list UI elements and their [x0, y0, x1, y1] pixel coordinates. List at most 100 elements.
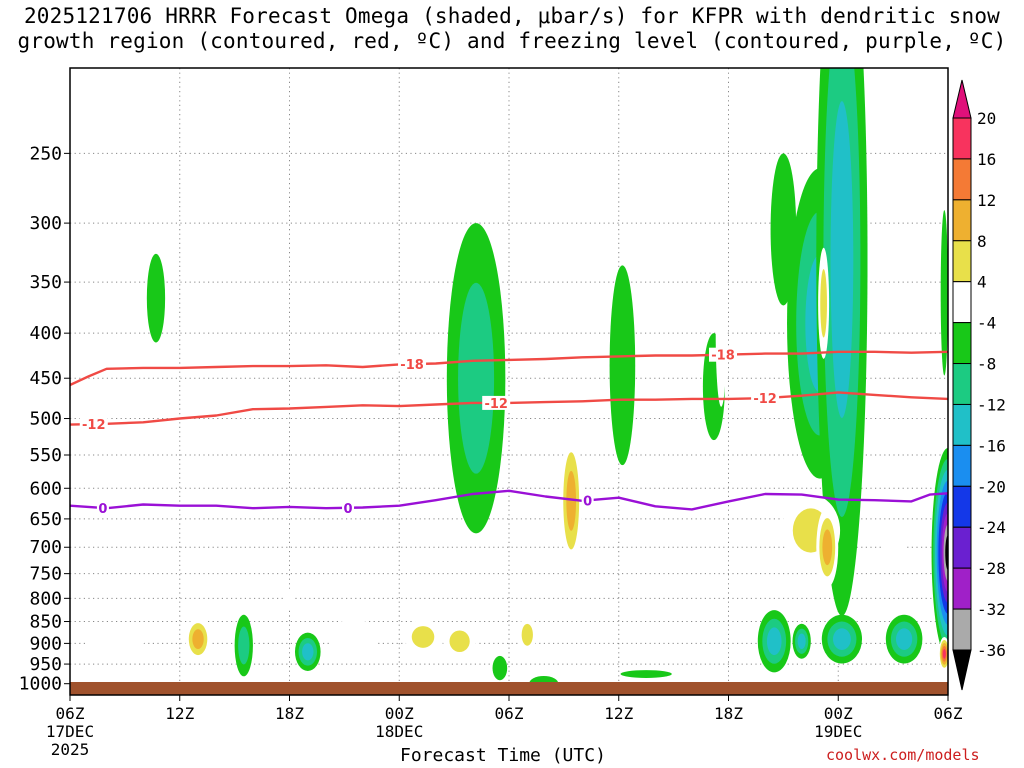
- colorbar-box: [952, 608, 972, 651]
- sinking-0720-level4: [327, 619, 380, 655]
- colorbar-label: -12: [977, 395, 1006, 414]
- sinking-0750: [518, 616, 537, 653]
- rising-0900-level-8: [458, 282, 495, 474]
- x-tick-label: 06Z: [495, 704, 524, 723]
- rising-0840: [821, 614, 863, 664]
- y-tick-label: 850: [29, 612, 62, 633]
- contour-label: 0: [583, 494, 592, 509]
- rising-0850: [885, 614, 923, 664]
- rising-0830: [792, 623, 811, 659]
- contour-label: -12: [82, 418, 106, 433]
- contour-label: 0: [344, 502, 353, 517]
- sinking-0600-level4: [285, 588, 294, 609]
- colorbar-label: -8: [977, 355, 996, 374]
- sinking-0520-level4: [882, 533, 905, 562]
- contour-label-bg: [751, 391, 780, 406]
- x-tick-label: 06Z: [56, 704, 85, 723]
- rising-0880-level-4: [940, 210, 948, 376]
- colorbar-label: -32: [977, 600, 1006, 619]
- contour-label: -12: [484, 397, 508, 412]
- contour-label-bg: [96, 500, 109, 515]
- colorbar-label: 12: [977, 191, 996, 210]
- y-tick-label: 450: [29, 368, 62, 389]
- x-tick-label: 18Z: [714, 704, 743, 723]
- contour-label-bg: [709, 347, 738, 362]
- sinking-0700-level4: [86, 623, 145, 655]
- y-tick-label: 750: [29, 564, 62, 585]
- colorbar: 20 16 12 8 4 -4 -8 -12 -16 -20 -24 -28 -32 -36: [952, 79, 1006, 691]
- rising-0770-level-8: [238, 626, 250, 665]
- sinking-0710-level12: [192, 629, 204, 649]
- y-tick-label: 500: [29, 409, 62, 430]
- sinking-0730-level8: [411, 626, 435, 648]
- sinking-0750-level8: [521, 623, 533, 646]
- contour-0: [70, 489, 948, 511]
- colorbar-box: [952, 117, 972, 160]
- colorbar-box: [952, 403, 972, 446]
- y-tick-label: 550: [29, 445, 62, 466]
- x-tick-label: 12Z: [165, 704, 194, 723]
- colorbar-label: 16: [977, 150, 996, 169]
- sinking-0400: [560, 433, 583, 569]
- sinking-0720: [327, 619, 380, 655]
- sinking-0740-level8: [449, 630, 470, 653]
- sinking-0760: [633, 621, 645, 635]
- rising-0840-level-12: [832, 628, 851, 650]
- y-tick-label: 800: [29, 588, 62, 609]
- rising-1200-level-12: [830, 101, 854, 418]
- sinking-0870: [938, 636, 948, 671]
- x-date-label: 18DEC: [375, 722, 423, 741]
- colorbar-box: [952, 158, 972, 201]
- colorbar-label: 8: [977, 232, 987, 251]
- y-tick-label: 950: [29, 654, 62, 675]
- sinking-0400-level12: [566, 470, 577, 531]
- sinking-0870-level20: [942, 649, 946, 659]
- y-tick-label: 400: [29, 323, 62, 344]
- title-line-2: growth region (contoured, red, ºC) and f…: [17, 29, 1007, 53]
- chart-title: 2025121706 HRRR Forecast Omega (shaded, …: [0, 4, 1024, 54]
- sinking-0210: [715, 259, 727, 407]
- x-tick-label: 18Z: [275, 704, 304, 723]
- colorbar-box: [952, 444, 972, 487]
- contour--18: [70, 350, 948, 387]
- rising-0780: [294, 632, 321, 671]
- x-tick-label: 00Z: [385, 704, 414, 723]
- colorbar-box: [952, 199, 972, 242]
- rising-0880: [940, 210, 948, 376]
- colorbar-top-arrow: [952, 79, 972, 119]
- colorbar-label: -4: [977, 314, 996, 333]
- rising-0820-level-12: [766, 627, 782, 656]
- rising-0845-level-4: [146, 253, 166, 343]
- y-tick-label: 250: [29, 143, 62, 164]
- colorbar-box: [952, 281, 972, 324]
- y-tick-label: 300: [29, 213, 62, 234]
- sinking-0300: [818, 247, 830, 359]
- colorbar-box: [952, 485, 972, 528]
- rising-0830-level-12: [797, 633, 806, 650]
- x-axis-title: Forecast Time (UTC): [400, 745, 606, 766]
- rising-1200: [816, 68, 868, 616]
- colorbar-label: -16: [977, 436, 1006, 455]
- sinking-0510: [816, 506, 839, 588]
- colorbar-label: 20: [977, 109, 996, 128]
- y-tick-label: 1000: [19, 674, 62, 695]
- colorbar-box: [952, 363, 972, 405]
- colorbar-box: [952, 322, 972, 365]
- rising-0770: [234, 614, 253, 677]
- x-tick-label: 12Z: [604, 704, 633, 723]
- colorbar-label: -24: [977, 518, 1006, 537]
- credit-link[interactable]: coolwx.com/models: [826, 746, 980, 764]
- contour-label-bg: [482, 395, 511, 410]
- colorbar-label: 4: [977, 273, 987, 292]
- rising-0900: [446, 223, 506, 534]
- contour-label: 0: [98, 502, 107, 517]
- colorbar-box: [952, 526, 972, 569]
- x-date-label: 19DEC: [814, 722, 862, 741]
- sinking-0210-level4: [715, 259, 727, 407]
- colorbar-bottom-arrow: [952, 649, 972, 691]
- x-date-label: 17DEC: [46, 722, 94, 741]
- rising-0790-level-4: [492, 655, 508, 681]
- sinking-0520: [882, 533, 905, 562]
- sinking-0740: [443, 623, 477, 659]
